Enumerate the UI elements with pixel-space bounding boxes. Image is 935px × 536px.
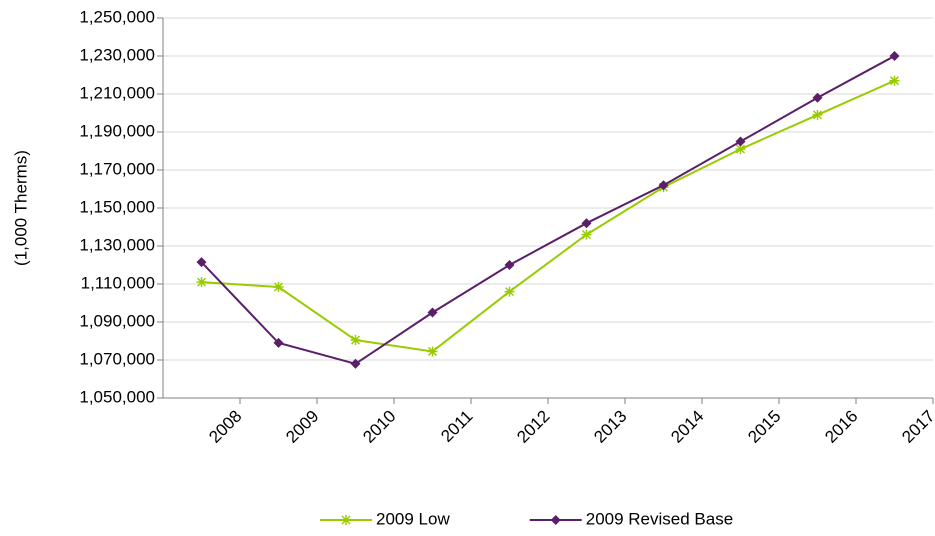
point bbox=[196, 277, 207, 288]
y-tick-label: 1,250,000 bbox=[79, 7, 155, 26]
x-tick-label: 2016 bbox=[821, 407, 861, 447]
y-tick-label: 1,090,000 bbox=[79, 311, 155, 330]
point bbox=[504, 260, 515, 270]
point bbox=[273, 337, 284, 348]
point bbox=[196, 257, 207, 268]
x-tick-label: 2017 bbox=[898, 407, 935, 447]
legend-marker bbox=[341, 515, 351, 525]
point bbox=[581, 218, 592, 229]
y-tick-label: 1,170,000 bbox=[79, 159, 155, 178]
point bbox=[812, 92, 823, 103]
x-tick-label: 2012 bbox=[513, 407, 553, 447]
legend-label: 2009 Low bbox=[376, 509, 450, 528]
x-tick-label: 2013 bbox=[590, 407, 630, 447]
point bbox=[273, 282, 284, 293]
point bbox=[350, 335, 361, 346]
point bbox=[581, 229, 592, 240]
y-tick-label: 1,050,000 bbox=[79, 387, 155, 406]
y-axis-label: (1,000 Therms) bbox=[11, 150, 30, 266]
x-tick-label: 2011 bbox=[437, 407, 476, 446]
point bbox=[350, 358, 361, 369]
point bbox=[427, 346, 438, 357]
x-tick-label: 2009 bbox=[282, 407, 322, 447]
x-tick-label: 2010 bbox=[359, 407, 399, 447]
y-tick-label: 1,070,000 bbox=[79, 349, 155, 368]
point bbox=[889, 75, 900, 86]
point bbox=[427, 307, 438, 318]
series-line bbox=[200, 55, 895, 365]
x-tick-label: 2014 bbox=[667, 407, 707, 447]
point bbox=[889, 51, 900, 61]
point bbox=[658, 180, 669, 191]
y-tick-label: 1,130,000 bbox=[79, 235, 155, 254]
y-tick-label: 1,230,000 bbox=[79, 45, 155, 64]
series-line bbox=[201, 79, 895, 353]
point bbox=[504, 286, 515, 297]
y-tick-label: 1,210,000 bbox=[79, 83, 155, 102]
point bbox=[735, 144, 746, 155]
legend-marker bbox=[550, 515, 561, 525]
point bbox=[735, 136, 746, 147]
legend-label: 2009 Revised Base bbox=[586, 509, 733, 528]
y-tick-label: 1,190,000 bbox=[79, 121, 155, 140]
x-tick-label: 2008 bbox=[205, 407, 245, 447]
y-tick-label: 1,150,000 bbox=[79, 197, 155, 216]
y-tick-label: 1,110,000 bbox=[81, 273, 155, 292]
x-tick-label: 2015 bbox=[744, 407, 784, 447]
point bbox=[812, 109, 823, 120]
